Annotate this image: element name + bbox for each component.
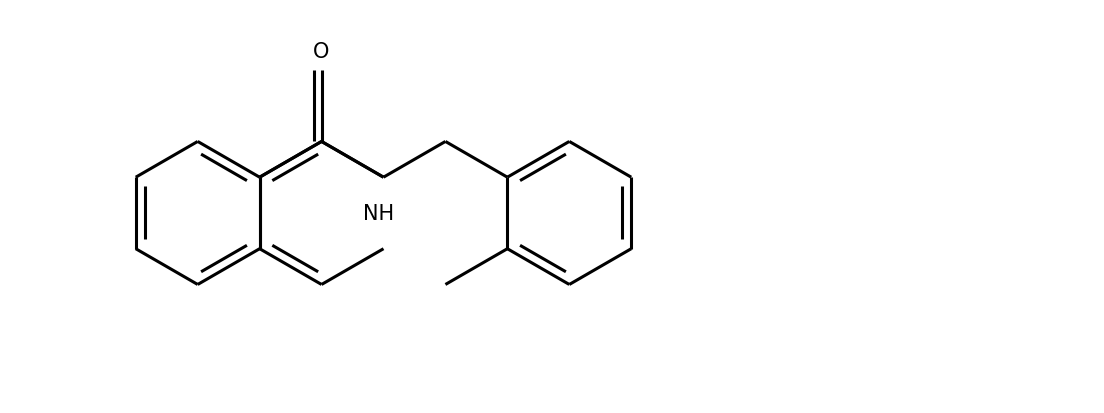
- Text: NH: NH: [363, 204, 394, 224]
- Text: O: O: [314, 42, 330, 62]
